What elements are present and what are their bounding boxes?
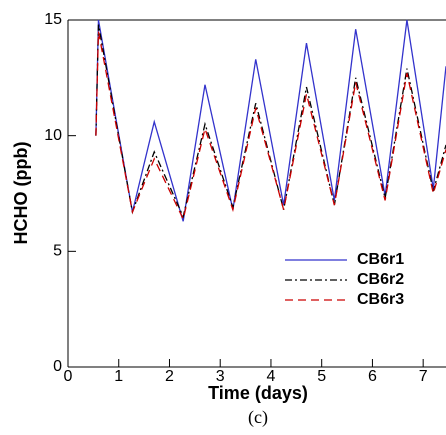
x-tick-label: 0 — [64, 368, 73, 385]
y-tick-label: 10 — [44, 127, 62, 144]
caption: (c) — [248, 407, 268, 428]
x-tick-label: 3 — [216, 368, 225, 385]
line-series — [95, 31, 446, 221]
y-axis-label: HCHO (ppb) — [11, 142, 31, 245]
y-tick-label: 0 — [53, 358, 62, 375]
legend-label: CB6r2 — [357, 271, 404, 288]
x-tick-label: 6 — [368, 368, 377, 385]
legend-label: CB6r3 — [357, 291, 404, 308]
x-tick-label: 5 — [317, 368, 326, 385]
y-tick-label: 5 — [53, 243, 62, 260]
x-tick-label: 4 — [266, 368, 275, 385]
x-tick-label: 7 — [419, 368, 428, 385]
x-tick-label: 2 — [165, 368, 174, 385]
x-axis-label: Time (days) — [208, 383, 308, 403]
line-series — [95, 24, 446, 219]
line-series — [95, 19, 446, 222]
x-tick-label: 1 — [114, 368, 123, 385]
y-tick-label: 15 — [44, 11, 62, 28]
legend-label: CB6r1 — [357, 251, 404, 268]
